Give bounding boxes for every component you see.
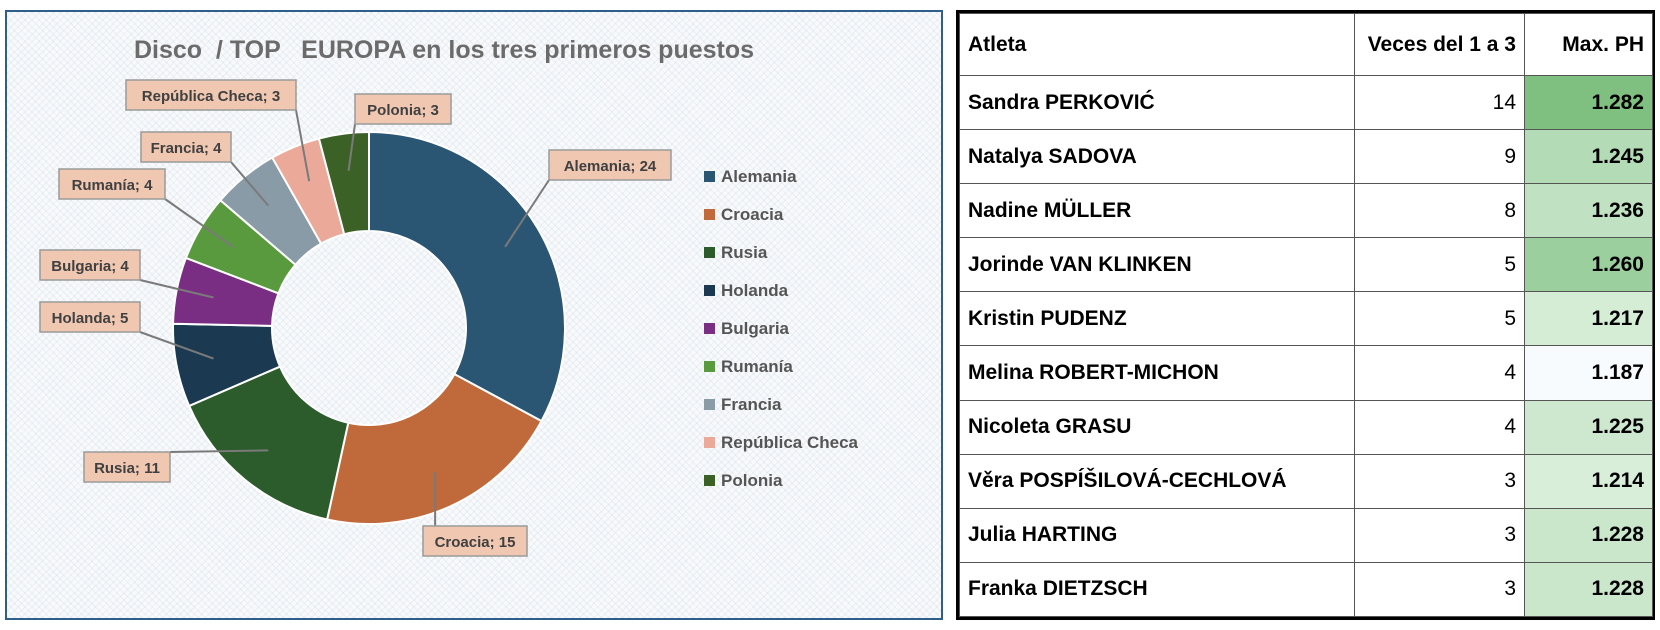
data-label: Polonia; 3 <box>367 102 439 119</box>
table-header-row: Atleta Veces del 1 a 3 Max. PH <box>959 13 1653 76</box>
data-label-box <box>125 79 297 111</box>
slice-alemania <box>368 130 566 423</box>
athlete-name: Natalya SADOVA <box>959 129 1355 185</box>
podium-count: 3 <box>1354 453 1525 509</box>
chart-panel: Disco / TOP EUROPA en los tres primeros … <box>5 10 943 620</box>
athletes-table: Atleta Veces del 1 a 3 Max. PH Sandra PE… <box>959 13 1653 618</box>
data-label: Francia; 4 <box>151 140 223 157</box>
table-row: Nicoleta GRASU 4 1.225 <box>959 399 1653 455</box>
athlete-name: Franka DIETZSCH <box>959 561 1355 618</box>
podium-count: 9 <box>1354 129 1525 185</box>
callout-line <box>164 198 234 248</box>
table-row: Melina ROBERT-MICHON 4 1.187 <box>959 345 1653 401</box>
max-ph: 1.236 <box>1524 183 1653 239</box>
data-label: Bulgaria; 4 <box>51 258 129 275</box>
athlete-name: Nadine MÜLLER <box>959 183 1355 239</box>
podium-count: 3 <box>1354 507 1525 563</box>
legend-swatch <box>704 209 715 220</box>
table-row: Nadine MÜLLER 8 1.236 <box>959 183 1653 239</box>
callout-line <box>230 161 270 207</box>
callout-line <box>295 109 311 182</box>
podium-count: 3 <box>1354 561 1525 618</box>
header-count: Veces del 1 a 3 <box>1354 13 1525 76</box>
athlete-name: Věra POSPÍŠILOVÁ-CECHLOVÁ <box>959 453 1355 509</box>
data-label: Holanda; 5 <box>52 310 129 327</box>
athlete-name: Sandra PERKOVIĆ <box>959 74 1355 131</box>
legend-label: Holanda <box>721 281 789 300</box>
callout-line <box>139 279 214 299</box>
chart-title: Disco / TOP EUROPA en los tres primeros … <box>134 36 754 64</box>
data-label-box <box>422 525 528 557</box>
max-ph: 1.214 <box>1524 453 1653 509</box>
legend-label: Rumanía <box>721 357 793 376</box>
data-label-box <box>354 93 452 125</box>
data-label: Rusia; 11 <box>94 460 160 477</box>
data-label-box <box>39 249 141 281</box>
table-row: Věra POSPÍŠILOVÁ-CECHLOVÁ 3 1.214 <box>959 453 1653 509</box>
podium-count: 4 <box>1354 345 1525 401</box>
callout-line <box>139 331 214 360</box>
legend-swatch <box>704 475 715 486</box>
donut-chart: Disco / TOP EUROPA en los tres primeros … <box>39 36 859 557</box>
legend-swatch <box>704 437 715 448</box>
podium-count: 14 <box>1354 74 1525 131</box>
legend-swatch <box>704 361 715 372</box>
max-ph: 1.228 <box>1524 507 1653 563</box>
athlete-name: Julia HARTING <box>959 507 1355 563</box>
data-label-box <box>83 451 171 483</box>
athlete-name: Jorinde VAN KLINKEN <box>959 237 1355 293</box>
podium-count: 5 <box>1354 291 1525 347</box>
data-label: Croacia; 15 <box>435 534 516 551</box>
athlete-name: Kristin PUDENZ <box>959 291 1355 347</box>
athletes-table-panel: Atleta Veces del 1 a 3 Max. PH Sandra PE… <box>956 10 1655 620</box>
podium-count: 5 <box>1354 237 1525 293</box>
header-athlete: Atleta <box>959 13 1355 76</box>
callout-line <box>169 449 269 453</box>
table-row: Jorinde VAN KLINKEN 5 1.260 <box>959 237 1653 293</box>
slice-polonia <box>317 130 370 236</box>
legend-swatch <box>704 171 715 182</box>
table-row: Natalya SADOVA 9 1.245 <box>959 129 1653 185</box>
legend-label: Polonia <box>721 471 783 490</box>
table-row: Julia HARTING 3 1.228 <box>959 507 1653 563</box>
table-row: Kristin PUDENZ 5 1.217 <box>959 291 1653 347</box>
header-max: Max. PH <box>1524 13 1653 76</box>
max-ph: 1.282 <box>1524 74 1653 131</box>
table-row: Franka DIETZSCH 3 1.228 <box>959 561 1653 618</box>
podium-count: 8 <box>1354 183 1525 239</box>
legend-swatch <box>704 247 715 258</box>
legend-label: Alemania <box>721 167 797 186</box>
legend-swatch <box>704 323 715 334</box>
data-label: Rumanía; 4 <box>72 177 154 194</box>
legend-label: Francia <box>721 395 782 414</box>
legend-label: Bulgaria <box>721 319 790 338</box>
legend-swatch <box>704 285 715 296</box>
data-label: República Checa; 3 <box>142 88 280 105</box>
legend-label: República Checa <box>721 433 859 452</box>
podium-count: 4 <box>1354 399 1525 455</box>
callout-line <box>504 179 550 248</box>
max-ph: 1.217 <box>1524 291 1653 347</box>
max-ph: 1.260 <box>1524 237 1653 293</box>
max-ph: 1.225 <box>1524 399 1653 455</box>
legend-label: Croacia <box>721 205 784 224</box>
slice-croacia <box>325 372 543 525</box>
data-label-box <box>39 301 141 333</box>
max-ph: 1.187 <box>1524 345 1653 401</box>
legend-label: Rusia <box>721 243 768 262</box>
data-label-box <box>58 168 166 200</box>
athlete-name: Nicoleta GRASU <box>959 399 1355 455</box>
max-ph: 1.228 <box>1524 561 1653 618</box>
legend-swatch <box>704 399 715 410</box>
data-label: Alemania; 24 <box>564 158 657 175</box>
athlete-name: Melina ROBERT-MICHON <box>959 345 1355 401</box>
data-label-box <box>548 149 672 181</box>
table-row: Sandra PERKOVIĆ 14 1.282 <box>959 74 1653 131</box>
callout-line <box>347 123 356 171</box>
max-ph: 1.245 <box>1524 129 1653 185</box>
data-label-box <box>140 131 232 163</box>
